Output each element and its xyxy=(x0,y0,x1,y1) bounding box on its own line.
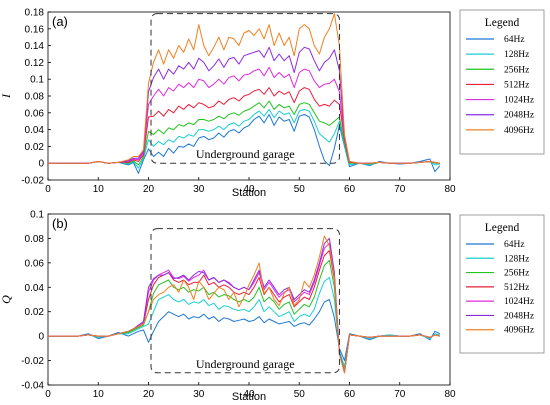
y-tick-label: 0.02 xyxy=(25,307,45,318)
y-tick-label: 0.18 xyxy=(25,8,45,19)
chart-panel-a: -0.0200.020.040.060.080.10.120.140.160.1… xyxy=(0,8,545,199)
y-tick-label: 0.04 xyxy=(25,125,45,136)
legend-label-4096hz: 4096Hz xyxy=(504,126,534,136)
legend-label-256hz: 256Hz xyxy=(504,269,529,279)
legend-title: Legend xyxy=(485,222,520,234)
x-tick-label: 0 xyxy=(45,184,51,195)
legend-label-128hz: 128Hz xyxy=(504,254,529,264)
x-tick-label: 40 xyxy=(243,389,255,400)
x-tick-label: 70 xyxy=(394,389,406,400)
series-line-128hz xyxy=(48,277,441,368)
y-tick-label: 0.1 xyxy=(30,210,44,221)
x-tick-label: 10 xyxy=(93,389,105,400)
legend-label-64hz: 64Hz xyxy=(504,35,525,45)
y-axis-label: Q xyxy=(0,295,13,304)
y-tick-label: 0.08 xyxy=(25,92,45,103)
x-tick-label: 30 xyxy=(193,184,205,195)
x-axis-label: Station xyxy=(232,391,266,403)
y-tick-label: 0.08 xyxy=(25,234,45,245)
legend-label-2048hz: 2048Hz xyxy=(504,311,534,321)
series-line-1024hz xyxy=(48,242,441,374)
legend: Legend 64Hz 128Hz 256Hz 512Hz 1024Hz 2048Hz 409… xyxy=(459,9,545,155)
x-tick-label: 50 xyxy=(294,389,306,400)
y-tick-label: 0.04 xyxy=(25,283,45,294)
legend-label-1024hz: 1024Hz xyxy=(504,297,534,307)
y-tick-label: 0.16 xyxy=(25,24,45,35)
y-tick-label: 0.06 xyxy=(25,258,45,269)
series-line-4096hz xyxy=(48,235,441,374)
series-line-2048hz xyxy=(48,237,441,374)
x-tick-label: 80 xyxy=(444,389,456,400)
underground-garage-box xyxy=(150,228,340,374)
series-line-64hz xyxy=(48,299,441,362)
panel-label: (b) xyxy=(52,216,68,231)
x-tick-label: 50 xyxy=(294,184,306,195)
series-line-256hz xyxy=(48,259,441,371)
y-tick-label: 0.1 xyxy=(30,75,44,86)
y-axis-label: I xyxy=(0,93,13,99)
legend-label-256hz: 256Hz xyxy=(504,65,529,75)
x-tick-label: 30 xyxy=(193,389,205,400)
legend-label-128hz: 128Hz xyxy=(504,50,529,60)
x-tick-label: 60 xyxy=(344,184,356,195)
x-axis-label: Station xyxy=(232,187,266,199)
y-tick-label: -0.04 xyxy=(21,381,44,392)
y-tick-label: 0.12 xyxy=(25,58,45,69)
series-line-2048hz xyxy=(48,46,440,164)
x-tick-label: 70 xyxy=(394,184,406,195)
legend-title: Legend xyxy=(485,17,520,29)
series-line-4096hz xyxy=(48,13,440,164)
y-tick-label: 0.02 xyxy=(25,142,45,153)
chart-panel-b: -0.04 -0.02 0 0.02 0.04 0.06 0.08 0.1 0 10 20 30 40 5… xyxy=(0,210,545,403)
x-tick-label: 80 xyxy=(444,184,456,195)
legend-label-4096hz: 4096Hz xyxy=(504,326,534,336)
y-tick-label: 0.06 xyxy=(25,108,45,119)
x-tick-label: 20 xyxy=(143,184,155,195)
series-line-512hz xyxy=(48,250,441,374)
legend: Legend 64Hz 128Hz 256Hz 512Hz 1024Hz 2048Hz 409… xyxy=(459,214,545,354)
panel-label: (a) xyxy=(52,14,68,29)
x-tick-label: 40 xyxy=(243,184,255,195)
x-tick-label: 20 xyxy=(143,389,155,400)
x-tick-label: 0 xyxy=(45,389,51,400)
y-tick-label: 0 xyxy=(38,159,44,170)
legend-label-512hz: 512Hz xyxy=(504,283,529,293)
y-tick-label: -0.02 xyxy=(21,356,44,367)
legend-label-512hz: 512Hz xyxy=(504,80,529,90)
y-tick-label: 0.14 xyxy=(25,41,45,52)
x-tick-label: 10 xyxy=(93,184,105,195)
annotation-label: Underground garage xyxy=(196,357,295,371)
legend-label-2048hz: 2048Hz xyxy=(504,111,534,121)
annotation-label: Underground garage xyxy=(196,147,295,161)
series-line-64hz xyxy=(48,114,441,174)
legend-label-64hz: 64Hz xyxy=(504,240,525,250)
y-tick-label: -0.02 xyxy=(21,176,44,187)
x-tick-label: 60 xyxy=(344,389,356,400)
underground-garage-box xyxy=(150,13,340,164)
y-tick-label: 0 xyxy=(38,332,44,343)
legend-label-1024hz: 1024Hz xyxy=(504,96,534,106)
